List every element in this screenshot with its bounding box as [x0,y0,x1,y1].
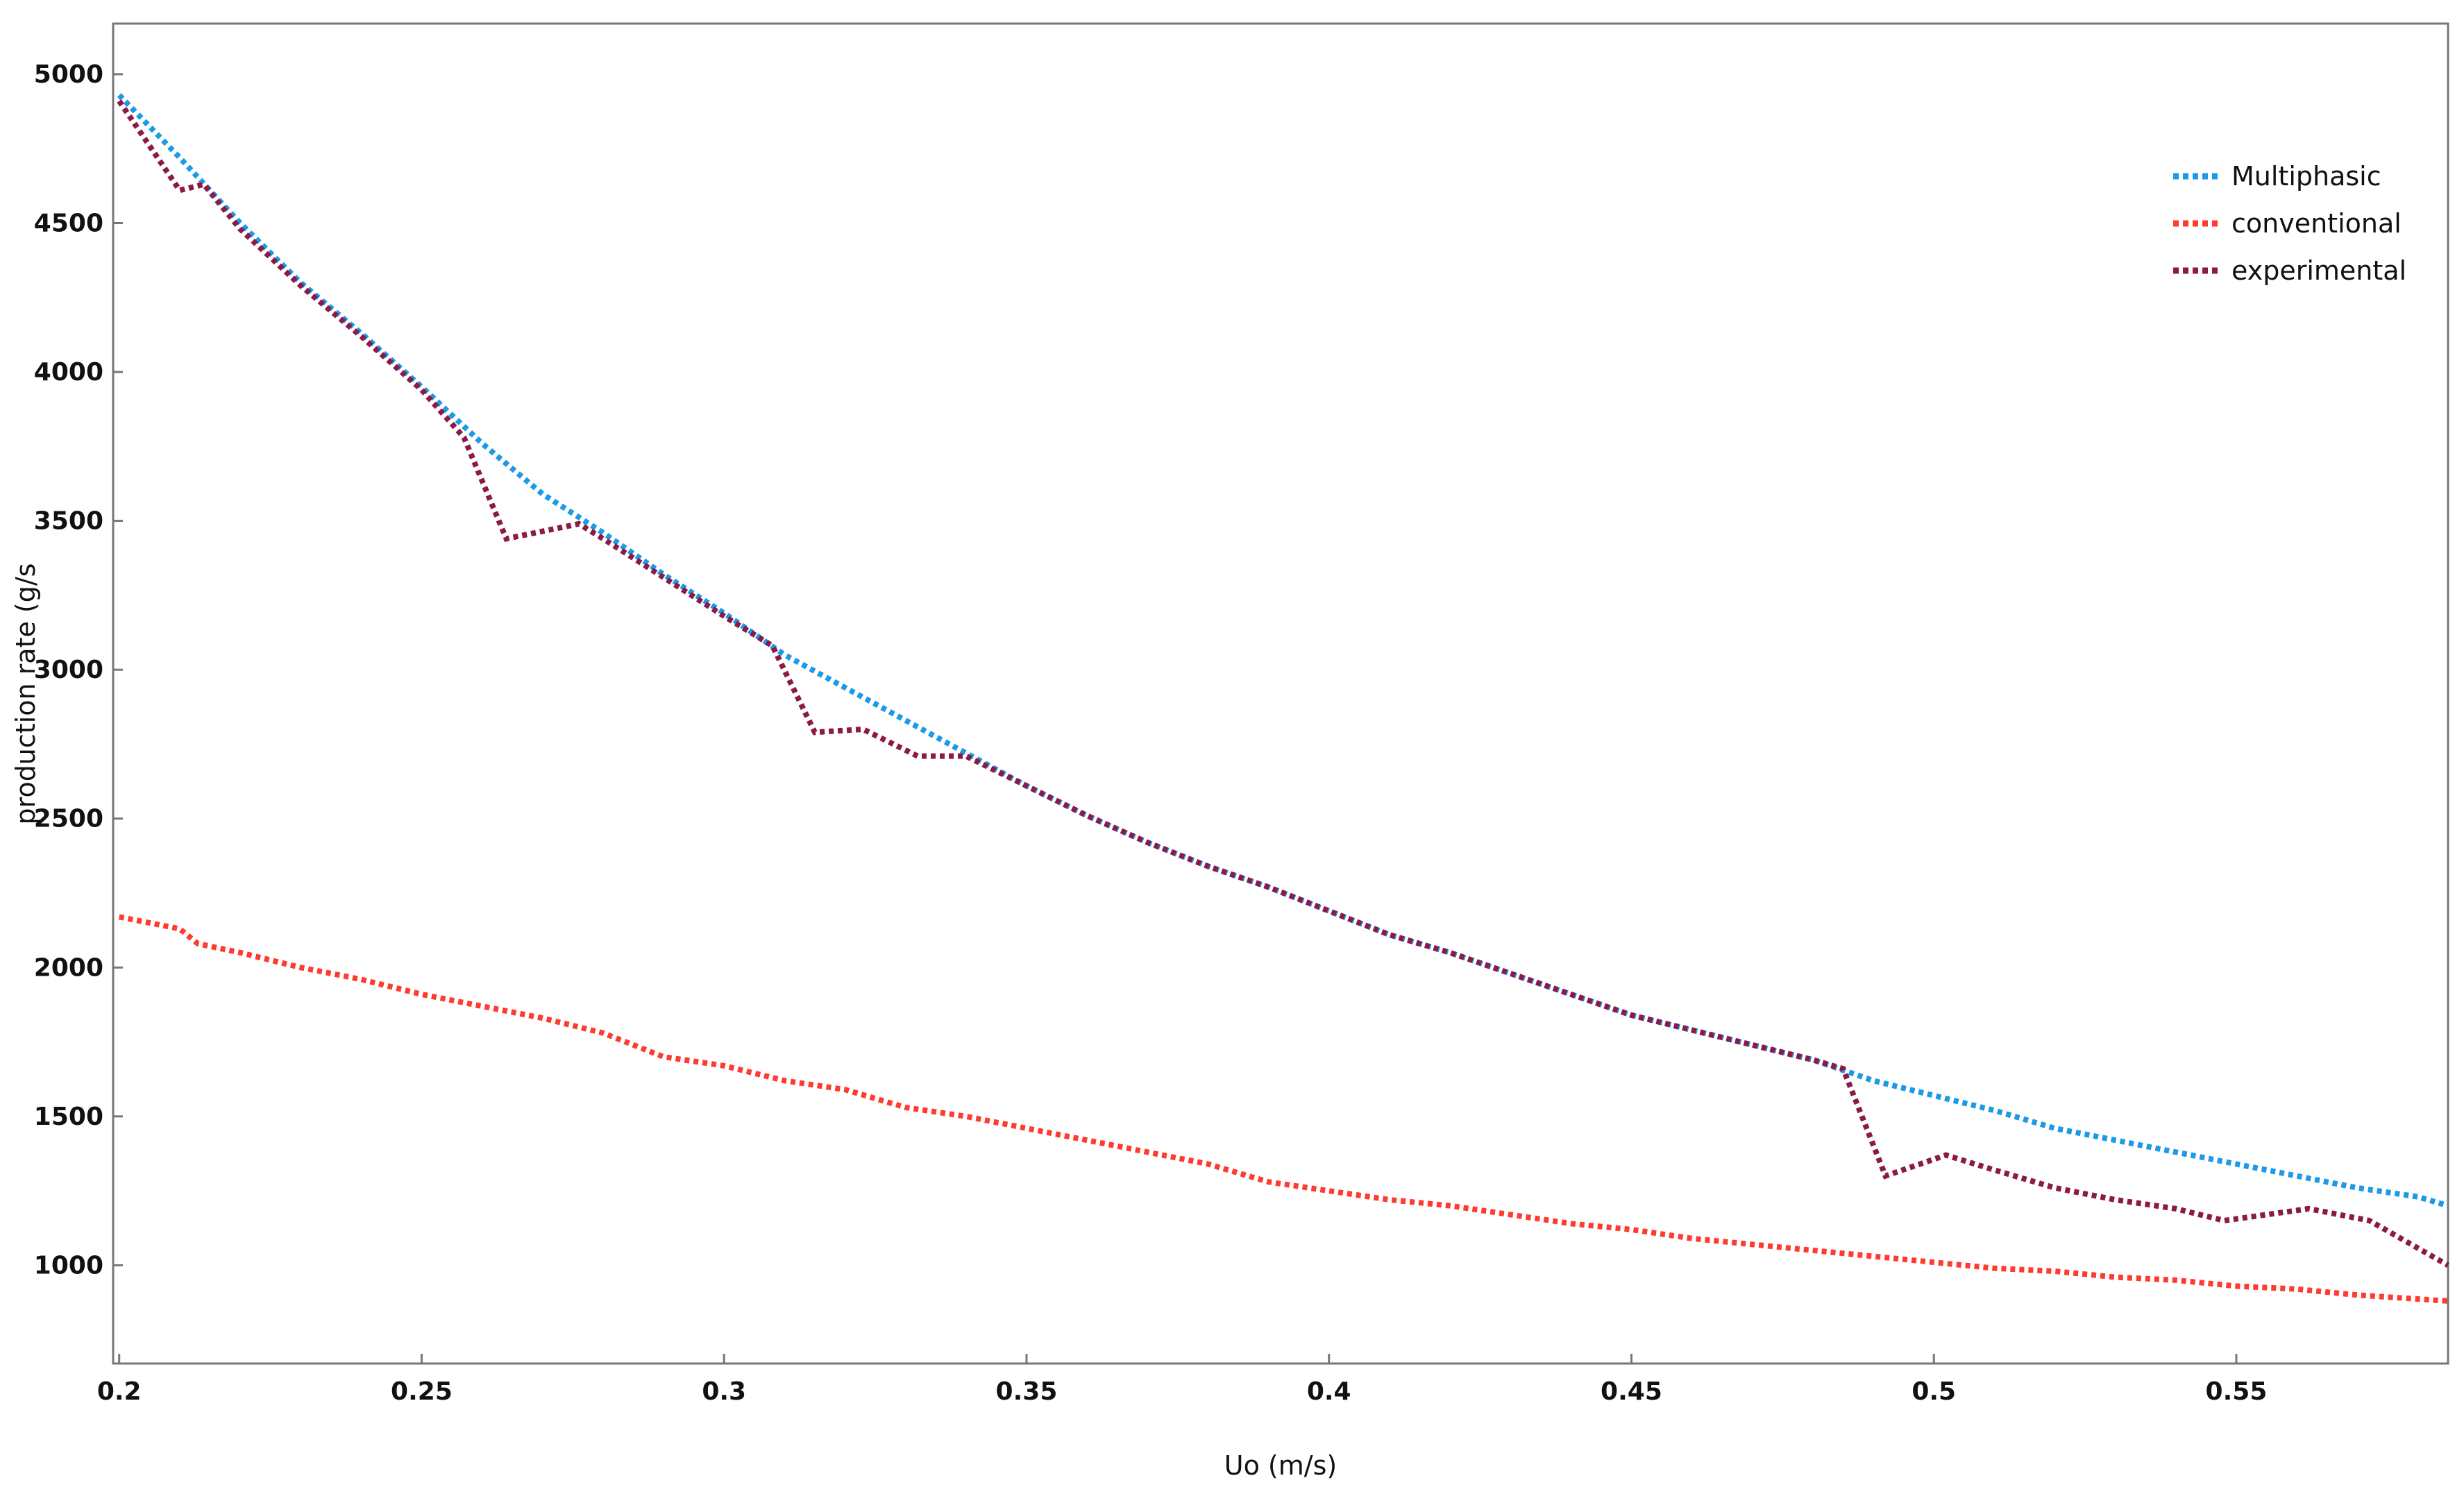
y-axis-label: production rate (g/s [10,563,41,825]
y-tick-label: 1000 [34,1251,103,1280]
x-tick-label: 0.55 [2206,1377,2268,1406]
y-tick-label: 3000 [34,656,103,684]
series-line [117,99,2449,1268]
x-tick-label: 0.4 [1307,1377,1351,1406]
x-tick-label: 0.35 [996,1377,1058,1406]
x-tick-label: 0.25 [391,1377,453,1406]
y-tick-label: 1500 [34,1103,103,1131]
x-axis-label: Uo (m/s) [1224,1450,1337,1481]
legend-label: conventional [2231,208,2402,239]
x-tick-label: 0.5 [1912,1377,1956,1406]
y-tick-label: 3500 [34,507,103,536]
x-tick-label: 0.3 [702,1377,746,1406]
plot-frame [112,22,2449,1365]
y-tick-label: 2000 [34,953,103,982]
y-tick-label: 2500 [34,805,103,833]
series-line [117,93,2449,1209]
x-tick-label: 0.2 [97,1377,142,1406]
legend-label: experimental [2231,255,2406,286]
y-tick-label: 5000 [34,60,103,89]
y-tick-label: 4500 [34,210,103,238]
y-tick-label: 4000 [34,358,103,387]
series-line [118,914,2449,1304]
x-tick-label: 0.45 [1601,1377,1662,1406]
legend-label: Multiphasic [2231,161,2381,192]
